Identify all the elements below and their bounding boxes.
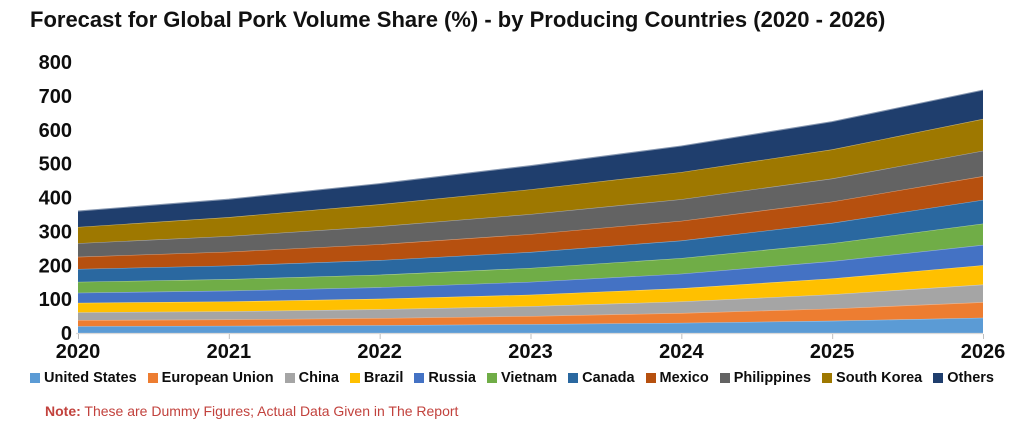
legend-label: Russia bbox=[428, 370, 476, 386]
area-band-canada bbox=[78, 199, 983, 282]
legend-swatch-icon bbox=[822, 373, 833, 383]
area-band-south-korea bbox=[78, 118, 983, 244]
area-band-european-union bbox=[78, 302, 983, 327]
area-band-edge bbox=[77, 89, 984, 212]
legend-label: Philippines bbox=[733, 370, 812, 386]
y-axis-label-0: 0 bbox=[61, 323, 72, 345]
legend-label: United States bbox=[43, 370, 137, 386]
x-axis-label-2024: 2024 bbox=[659, 341, 704, 363]
legend-swatch-icon bbox=[284, 373, 295, 383]
legend: United States European Union China Brazil Ru… bbox=[0, 370, 1024, 386]
legend-swatch-icon bbox=[29, 373, 40, 383]
legend-item-philippines: Philippines bbox=[719, 370, 812, 386]
legend-swatch-icon bbox=[645, 373, 656, 383]
legend-item-united-states: United States bbox=[29, 370, 137, 386]
area-band-philippines bbox=[78, 150, 983, 257]
x-axis-label-2026: 2026 bbox=[961, 341, 1006, 363]
legend-item-others: Others bbox=[933, 370, 994, 386]
legend-swatch-icon bbox=[349, 373, 360, 383]
note-label: Note: bbox=[45, 403, 81, 419]
area-band-united-states bbox=[78, 317, 983, 333]
x-axis-label-2020: 2020 bbox=[56, 341, 101, 363]
legend-item-canada: Canada bbox=[568, 370, 635, 386]
legend-label: Others bbox=[947, 370, 994, 386]
area-band-vietnam bbox=[78, 223, 983, 293]
y-axis-label-100: 100 bbox=[39, 289, 72, 311]
legend-item-china: China bbox=[284, 370, 339, 386]
legend-swatch-icon bbox=[568, 373, 579, 383]
area-band-mexico bbox=[78, 176, 983, 269]
legend-swatch-icon bbox=[719, 373, 730, 383]
legend-label: China bbox=[298, 370, 339, 386]
legend-swatch-icon bbox=[414, 373, 425, 383]
area-band-china bbox=[78, 284, 983, 321]
y-axis-label-500: 500 bbox=[39, 154, 72, 176]
legend-item-european-union: European Union bbox=[147, 370, 274, 386]
y-axis-label-800: 800 bbox=[39, 52, 72, 74]
legend-label: Vietnam bbox=[500, 370, 558, 386]
y-axis-label-300: 300 bbox=[39, 221, 72, 243]
legend-item-mexico: Mexico bbox=[645, 370, 709, 386]
legend-swatch-icon bbox=[933, 373, 944, 383]
legend-item-russia: Russia bbox=[414, 370, 476, 386]
legend-item-south-korea: South Korea bbox=[822, 370, 922, 386]
x-axis-label-2022: 2022 bbox=[357, 341, 402, 363]
note-text: These are Dummy Figures; Actual Data Giv… bbox=[80, 403, 459, 419]
legend-item-brazil: Brazil bbox=[349, 370, 404, 386]
y-axis-label-400: 400 bbox=[39, 188, 72, 210]
note: Note: These are Dummy Figures; Actual Da… bbox=[45, 403, 458, 419]
legend-label: Brazil bbox=[363, 370, 404, 386]
x-axis-label-2021: 2021 bbox=[207, 341, 252, 363]
x-axis-label-2023: 2023 bbox=[508, 341, 553, 363]
y-axis-label-700: 700 bbox=[39, 86, 72, 108]
legend-label: South Korea bbox=[836, 370, 923, 386]
legend-item-vietnam: Vietnam bbox=[486, 370, 558, 386]
x-axis-label-2025: 2025 bbox=[810, 341, 855, 363]
area-band-russia bbox=[78, 244, 983, 303]
legend-label: Mexico bbox=[659, 370, 709, 386]
legend-swatch-icon bbox=[147, 373, 158, 383]
legend-label: Canada bbox=[582, 370, 635, 386]
legend-label: European Union bbox=[161, 370, 274, 386]
area-band-others bbox=[78, 90, 983, 227]
y-axis-label-600: 600 bbox=[39, 120, 72, 142]
chart-title: Forecast for Global Pork Volume Share (%… bbox=[30, 7, 886, 32]
y-axis-label-200: 200 bbox=[39, 255, 72, 277]
legend-swatch-icon bbox=[486, 373, 497, 383]
